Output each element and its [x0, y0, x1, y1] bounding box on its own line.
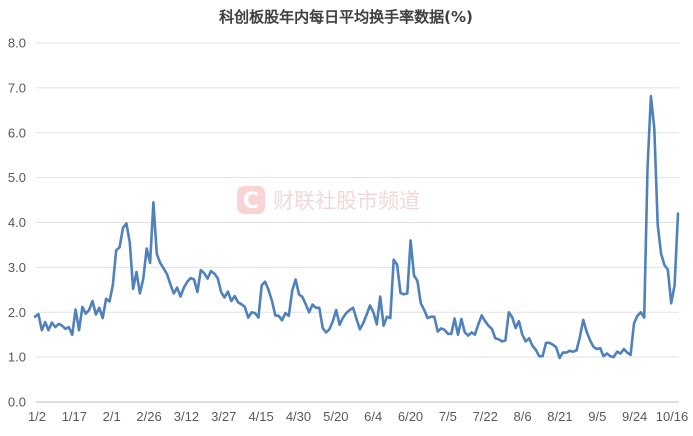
y-tick-label: 7.0: [8, 80, 26, 95]
x-tick-label: 8/21: [547, 409, 572, 424]
x-tick-label: 1/2: [28, 409, 46, 424]
x-axis-ticks: 1/2 1/17 2/1 2/26 3/12 3/27 4/15 4/30 5/20 6/4 6/2…: [28, 409, 688, 424]
y-tick-label: 6.0: [8, 125, 26, 140]
x-tick-label: 6/20: [398, 409, 423, 424]
x-tick-label: 9/24: [622, 409, 647, 424]
x-tick-label: 6/4: [364, 409, 382, 424]
x-tick-label: 7/22: [473, 409, 498, 424]
watermark-logo-letter: C: [243, 189, 259, 214]
x-tick-label: 7/5: [439, 409, 457, 424]
y-tick-label: 0.0: [8, 395, 26, 410]
x-tick-label: 10/16: [656, 409, 689, 424]
y-tick-label: 5.0: [8, 170, 26, 185]
y-axis-ticks: 0.0 1.0 2.0 3.0 4.0 5.0 6.0 7.0 8.0: [8, 36, 26, 410]
x-tick-label: 2/26: [136, 409, 161, 424]
x-tick-label: 5/20: [323, 409, 348, 424]
watermark: C 财联社股市频道: [237, 186, 420, 214]
y-tick-label: 3.0: [8, 260, 26, 275]
x-tick-label: 3/12: [174, 409, 199, 424]
chart-title: 科创板股年内每日平均换手率数据(%): [219, 8, 473, 26]
series-line: [33, 94, 680, 360]
x-tick-label: 4/15: [248, 409, 273, 424]
x-tick-label: 4/30: [286, 409, 311, 424]
x-tick-label: 9/5: [588, 409, 606, 424]
watermark-logo: [237, 186, 265, 214]
x-tick-label: 1/17: [62, 409, 87, 424]
plot-area: [33, 94, 680, 360]
x-tick-label: 3/27: [211, 409, 236, 424]
x-tick-label: 2/1: [103, 409, 121, 424]
x-tick-label: 8/6: [514, 409, 532, 424]
gridlines: [36, 42, 679, 358]
y-tick-label: 4.0: [8, 215, 26, 230]
y-tick-label: 8.0: [8, 36, 26, 51]
watermark-text: 财联社股市频道: [273, 189, 420, 213]
y-tick-label: 2.0: [8, 305, 26, 320]
y-tick-label: 1.0: [8, 350, 26, 365]
